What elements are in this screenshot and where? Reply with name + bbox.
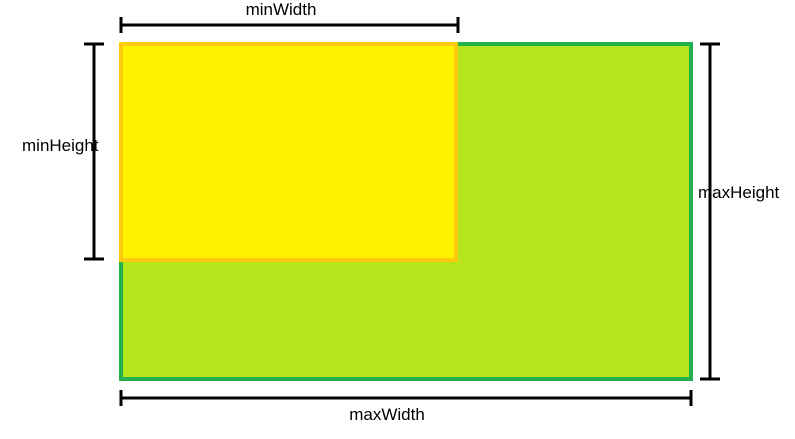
min-height-label: minHeight: [22, 136, 99, 155]
max-width-label: maxWidth: [349, 405, 425, 424]
min-width-dimension: minWidth: [119, 0, 460, 33]
min-width-label: minWidth: [246, 0, 317, 19]
max-height-dimension: maxHeight: [698, 42, 780, 381]
min-height-dimension: minHeight: [22, 42, 104, 261]
max-width-dimension: maxWidth: [119, 390, 693, 424]
min-size-rectangle: [119, 42, 458, 262]
max-height-label: maxHeight: [698, 183, 780, 202]
